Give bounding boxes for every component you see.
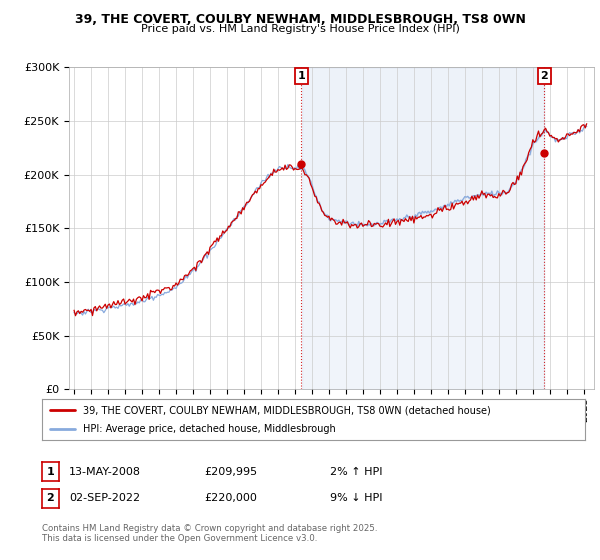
- Text: 13-MAY-2008: 13-MAY-2008: [69, 466, 141, 477]
- Text: 1: 1: [47, 466, 54, 477]
- Text: 9% ↓ HPI: 9% ↓ HPI: [330, 493, 383, 503]
- Text: 2: 2: [540, 71, 548, 81]
- Text: 39, THE COVERT, COULBY NEWHAM, MIDDLESBROUGH, TS8 0WN (detached house): 39, THE COVERT, COULBY NEWHAM, MIDDLESBR…: [83, 405, 490, 415]
- Text: £209,995: £209,995: [204, 466, 257, 477]
- Text: £220,000: £220,000: [204, 493, 257, 503]
- Text: 1: 1: [298, 71, 305, 81]
- Text: 2: 2: [47, 493, 54, 503]
- Text: HPI: Average price, detached house, Middlesbrough: HPI: Average price, detached house, Midd…: [83, 424, 335, 433]
- Text: 39, THE COVERT, COULBY NEWHAM, MIDDLESBROUGH, TS8 0WN: 39, THE COVERT, COULBY NEWHAM, MIDDLESBR…: [74, 13, 526, 26]
- Text: Contains HM Land Registry data © Crown copyright and database right 2025.
This d: Contains HM Land Registry data © Crown c…: [42, 524, 377, 543]
- Text: Price paid vs. HM Land Registry's House Price Index (HPI): Price paid vs. HM Land Registry's House …: [140, 24, 460, 34]
- Text: 02-SEP-2022: 02-SEP-2022: [69, 493, 140, 503]
- Text: 2% ↑ HPI: 2% ↑ HPI: [330, 466, 383, 477]
